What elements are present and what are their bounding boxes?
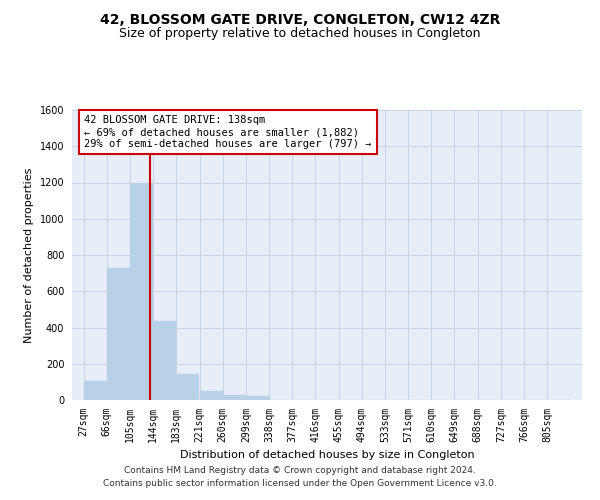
Bar <box>223 394 246 400</box>
Text: Contains HM Land Registry data © Crown copyright and database right 2024.
Contai: Contains HM Land Registry data © Crown c… <box>103 466 497 487</box>
X-axis label: Distribution of detached houses by size in Congleton: Distribution of detached houses by size … <box>179 450 475 460</box>
Bar <box>84 381 107 400</box>
Bar <box>200 391 223 400</box>
Bar <box>107 268 130 400</box>
Bar <box>176 374 199 400</box>
Text: 42 BLOSSOM GATE DRIVE: 138sqm
← 69% of detached houses are smaller (1,882)
29% o: 42 BLOSSOM GATE DRIVE: 138sqm ← 69% of d… <box>84 116 371 148</box>
Bar <box>246 396 269 400</box>
Y-axis label: Number of detached properties: Number of detached properties <box>24 168 34 342</box>
Bar <box>130 182 153 400</box>
Text: 42, BLOSSOM GATE DRIVE, CONGLETON, CW12 4ZR: 42, BLOSSOM GATE DRIVE, CONGLETON, CW12 … <box>100 12 500 26</box>
Text: Size of property relative to detached houses in Congleton: Size of property relative to detached ho… <box>119 28 481 40</box>
Bar <box>153 321 176 400</box>
